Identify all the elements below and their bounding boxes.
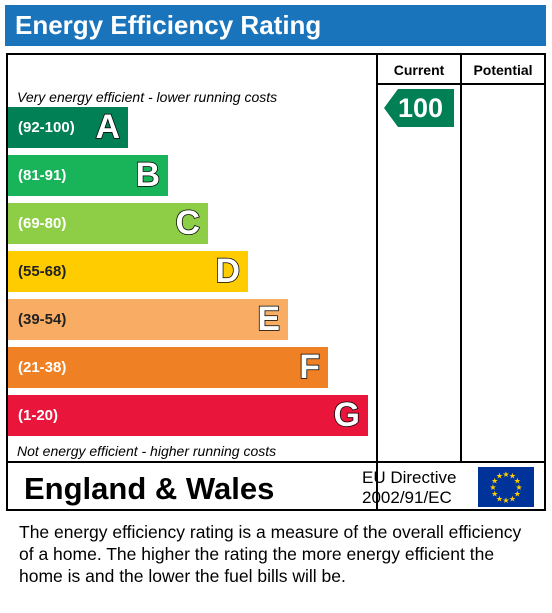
eu-star-icon: ★ [509,472,516,481]
band-letter: B [135,155,161,195]
eu-star-icon: ★ [496,472,503,481]
band-a: (92-100) A [8,107,128,148]
band-letter: A [95,107,121,147]
band-c: (69-80) C [8,203,208,244]
band-g: (1-20) G [8,395,368,436]
eu-star-icon: ★ [491,477,498,486]
eu-star-icon: ★ [491,490,498,499]
current-rating-value: 100 [398,93,444,123]
current-column-header: Current [393,62,445,78]
band-e: (39-54) E [8,299,288,340]
eu-directive-line2: 2002/91/EC [362,488,452,507]
eu-star-icon: ★ [489,483,496,492]
eu-star-icon: ★ [514,477,521,486]
band-range-label: (81-91) [18,167,67,184]
footer-rule [8,461,544,463]
band-letter: F [298,347,320,387]
potential-column-divider [460,55,462,463]
column-header-rule [376,83,544,85]
rating-chart: Current Potential Very energy efficient … [6,53,546,511]
band-range-label: (39-54) [18,311,67,328]
band-range-label: (55-68) [18,263,67,280]
top-note: Very energy efficient - lower running co… [17,89,278,105]
band-letter: E [257,299,281,339]
band-b: (81-91) B [8,155,168,196]
page-title: Energy Efficiency Rating [5,5,546,46]
band-range-label: (69-80) [18,215,67,232]
region-label: England & Wales [24,471,275,506]
eu-star-icon: ★ [515,483,522,492]
band-letter: G [333,395,361,435]
bottom-note: Not energy efficient - higher running co… [17,443,277,459]
eu-flag-icon: ★ ★ ★ ★ ★ ★ ★ ★ ★ ★ ★ ★ [478,467,534,507]
band-f: (21-38) F [8,347,328,388]
eu-star-icon: ★ [496,494,503,503]
band-range-label: (1-20) [18,407,59,424]
eu-star-icon: ★ [502,470,509,479]
eu-directive-line1: EU Directive [362,468,457,487]
eu-star-icon: ★ [514,490,521,499]
band-letter: D [215,251,241,291]
arrow-shape-icon [384,89,454,127]
eu-star-icon: ★ [502,496,509,505]
description-text: The energy efficiency rating is a measur… [19,522,522,586]
potential-column-header: Potential [473,62,533,78]
band-letter: C [175,203,201,243]
band-d: (55-68) D [8,251,248,292]
band-range-label: (21-38) [18,359,67,376]
eu-star-icon: ★ [509,494,516,503]
current-column-divider [376,55,378,509]
band-range-label: (92-100) [18,119,75,136]
